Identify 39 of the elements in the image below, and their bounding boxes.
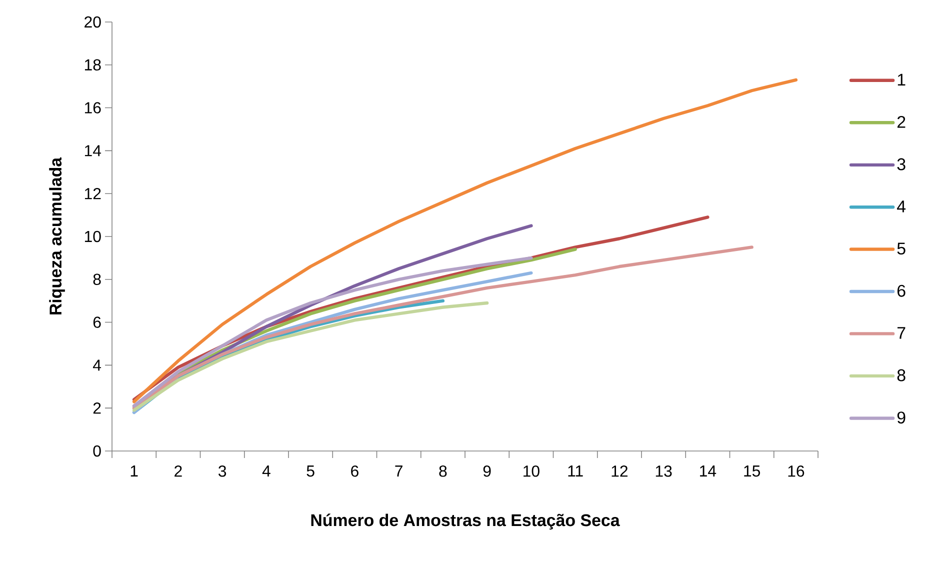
x-tick-label: 1 [130, 466, 138, 476]
legend-label: 2 [897, 116, 906, 128]
y-tick-label: 8 [93, 274, 101, 286]
x-axis-title: Número de Amostras na Estação Seca [311, 514, 620, 530]
legend-label: 5 [897, 242, 906, 255]
legend-label: 6 [897, 284, 906, 297]
x-tick-label: 11 [568, 466, 583, 476]
x-tick-label: 12 [612, 466, 628, 477]
x-tick-label: 10 [524, 466, 540, 477]
x-tick-label: 7 [395, 466, 402, 476]
x-tick-label: 2 [174, 466, 182, 477]
y-tick-label: 10 [84, 230, 101, 242]
y-tick-label: 20 [84, 16, 101, 28]
x-tick-label: 3 [218, 466, 226, 477]
legend-label: 1 [898, 74, 906, 86]
y-tick-label: 6 [93, 316, 101, 328]
y-tick-label: 2 [93, 402, 101, 414]
legend-label: 3 [897, 158, 906, 170]
y-tick-label: 4 [92, 360, 102, 371]
legend-label: 4 [897, 200, 906, 212]
x-tick-label: 8 [439, 466, 447, 477]
y-tick-label: 14 [84, 145, 102, 156]
x-tick-label: 4 [262, 466, 270, 476]
legend-label: 8 [897, 369, 906, 382]
x-tick-label: 15 [744, 466, 760, 477]
y-tick-label: 12 [84, 188, 101, 200]
x-tick-label: 14 [700, 466, 716, 476]
y-tick-label: 16 [84, 102, 101, 114]
x-tick-label: 5 [306, 466, 314, 477]
x-tick-label: 6 [351, 466, 358, 477]
y-tick-label: 0 [93, 445, 101, 457]
legend-label: 9 [897, 412, 906, 424]
line-series [132, 301, 489, 412]
y-tick-label: 18 [84, 59, 101, 71]
x-tick-label: 9 [483, 466, 491, 477]
x-tick-label: 13 [656, 466, 672, 477]
x-tick-label: 16 [788, 466, 804, 477]
legend-label: 7 [898, 327, 906, 339]
y-axis-title: Riqueza acumulada [49, 157, 65, 314]
